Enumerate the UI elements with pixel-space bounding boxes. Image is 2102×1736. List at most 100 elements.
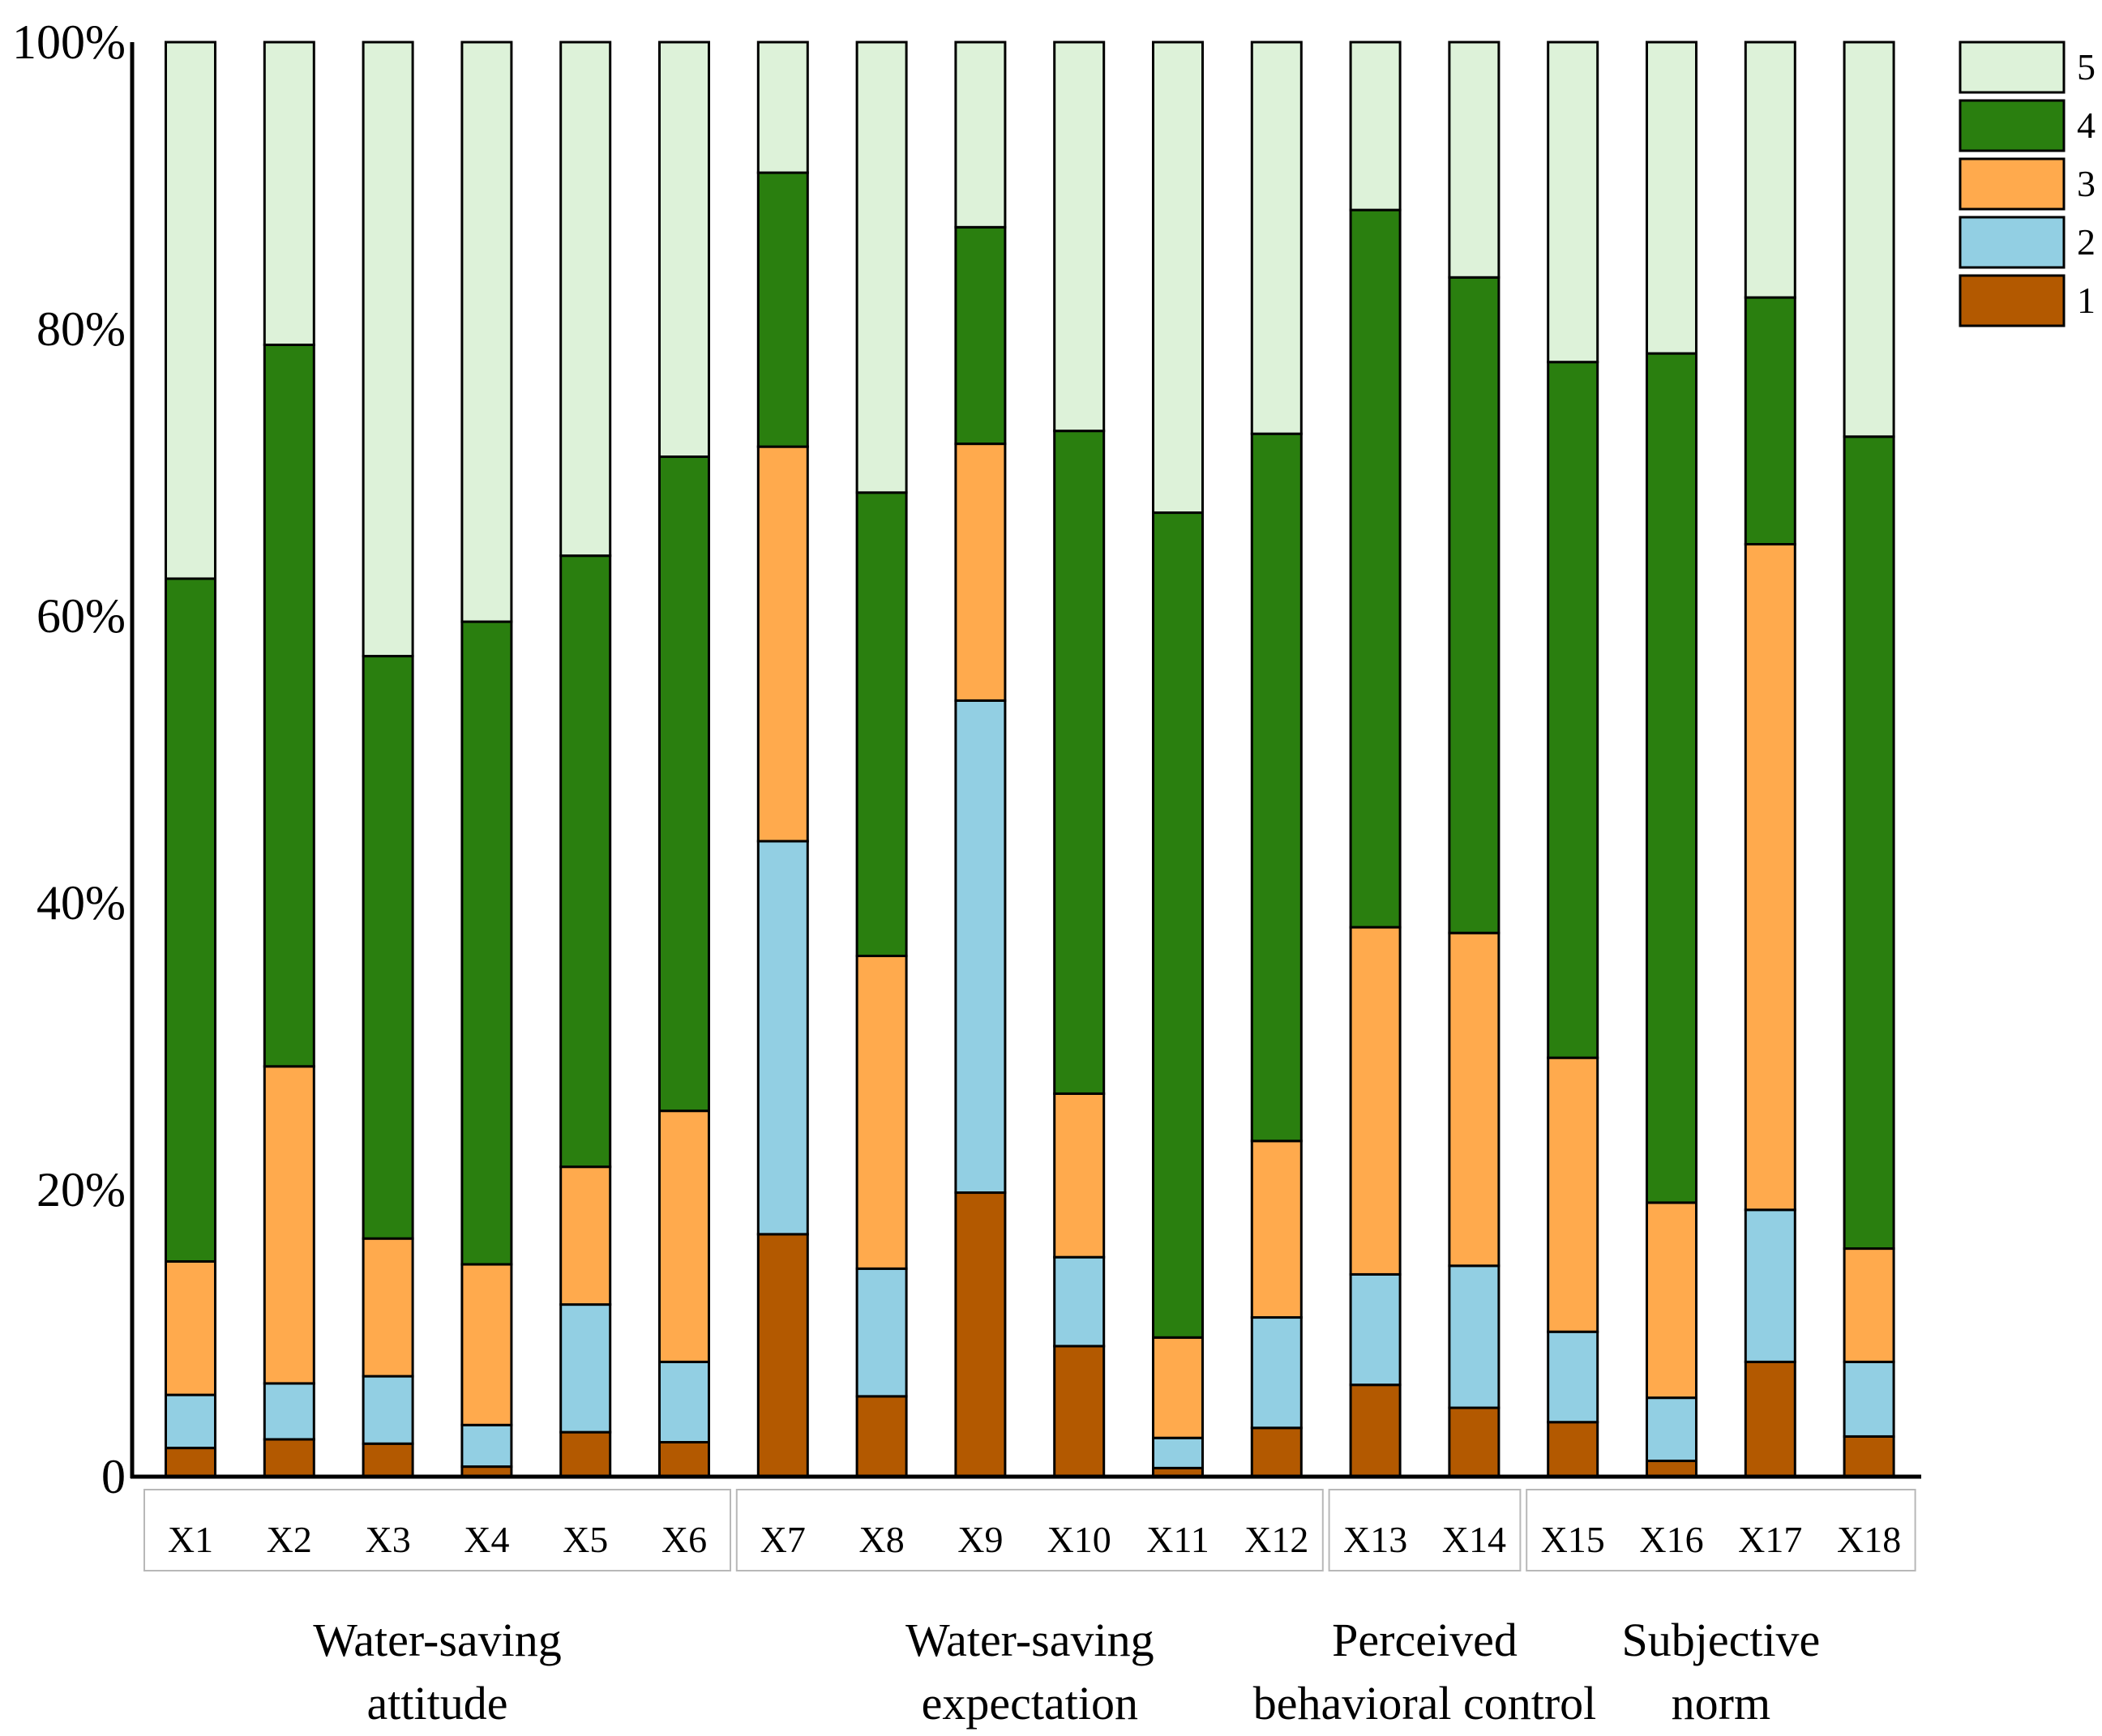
category-group-box [1328,1489,1522,1571]
x-tick-label: X1 [168,1519,213,1560]
bar-segment-x7-level-1 [756,1233,809,1478]
bar-segment-x11-level-3 [1152,1336,1204,1439]
x-tick-label: X6 [661,1519,707,1560]
bar-segment-x6-level-1 [658,1441,710,1478]
bar-segment-x14-level-2 [1448,1264,1501,1409]
bar-segment-x14-level-4 [1448,276,1501,934]
bar-segment-x13-level-3 [1349,926,1402,1276]
bar-segment-x2-level-2 [263,1382,315,1441]
group-label-line: expectation [922,1677,1138,1730]
bar-segment-x18-level-1 [1843,1435,1895,1478]
bar-segment-x13-level-4 [1349,208,1402,929]
legend-swatch-4 [1959,99,2066,152]
bar-segment-x12-level-2 [1250,1316,1303,1430]
group-label-line: attitude [367,1677,508,1730]
bar-segment-x5-level-5 [559,41,612,558]
y-tick-label: 40% [36,876,126,930]
bar-segment-x5-level-4 [559,554,612,1169]
bar-segment-x4-level-4 [460,620,513,1266]
legend-label: 4 [2077,105,2096,146]
bar-segment-x6-level-5 [658,41,710,459]
category-boxes [143,1489,1916,1571]
bar-segment-x10-level-3 [1053,1092,1106,1259]
bar-segment-x2-level-3 [263,1065,315,1385]
bar-segment-x10-level-4 [1053,430,1106,1095]
bar-segment-x17-level-5 [1744,41,1796,299]
x-tick-label: X2 [267,1519,312,1560]
bar-segment-x9-level-5 [954,41,1007,229]
bar-segment-x3-level-2 [362,1375,414,1445]
category-group-box [735,1489,1324,1571]
bar-segment-x1-level-5 [165,41,216,580]
bar-segment-x18-level-2 [1843,1360,1895,1438]
legend-label: 5 [2077,46,2096,88]
x-tick-label: X12 [1244,1519,1308,1560]
bar-segment-x4-level-5 [460,41,513,623]
x-tick-label: X14 [1442,1519,1506,1560]
bar-segment-x18-level-5 [1843,41,1895,438]
bar-segment-x2-level-5 [263,41,315,346]
bar-segment-x12-level-1 [1250,1426,1303,1478]
bar-segment-x7-level-4 [756,171,809,448]
bar-segment-x8-level-1 [855,1395,908,1478]
bar-segment-x10-level-2 [1053,1255,1106,1348]
bar-segment-x6-level-3 [658,1110,710,1363]
bar-segment-x12-level-4 [1250,432,1303,1143]
x-tick-label: X11 [1146,1519,1209,1560]
bar-segment-x13-level-5 [1349,41,1402,212]
bar-segment-x17-level-2 [1744,1208,1796,1363]
bar-segment-x1-level-4 [165,577,216,1263]
bar-segment-x10-level-1 [1053,1345,1106,1478]
bar-segment-x17-level-3 [1744,543,1796,1212]
group-label-line: norm [1672,1677,1770,1730]
legend-swatch-2 [1959,216,2066,269]
y-tick-label: 60% [36,589,126,643]
bar-segment-x4-level-2 [460,1423,513,1469]
group-label-line: Subjective [1621,1614,1820,1666]
bar-segment-x10-level-5 [1053,41,1106,433]
legend-swatch-3 [1959,157,2066,211]
y-tick-label: 80% [36,302,126,356]
bar-segment-x3-level-4 [362,655,414,1240]
bar-segment-x3-level-3 [362,1237,414,1378]
bar-segment-x11-level-2 [1152,1436,1204,1469]
bar-segment-x8-level-2 [855,1267,908,1398]
legend-label: 2 [2077,221,2096,263]
x-tick-label: X17 [1738,1519,1802,1560]
bar-segment-x15-level-5 [1547,41,1599,364]
bar-segment-x15-level-3 [1547,1056,1599,1333]
bar-segment-x16-level-5 [1646,41,1697,355]
legend-label: 3 [2077,163,2096,204]
group-label-line: behavioral control [1253,1677,1597,1730]
bar-segment-x17-level-1 [1744,1360,1796,1478]
x-tick-label: X8 [858,1519,904,1560]
x-tick-label: X15 [1541,1519,1605,1560]
bar-segment-x8-level-4 [855,491,908,957]
bar-segment-x16-level-4 [1646,352,1697,1204]
bar-segment-x16-level-2 [1646,1396,1697,1463]
legend-label: 1 [2077,280,2096,321]
group-label-line: Water-saving [313,1614,562,1666]
bar-segment-x14-level-5 [1448,41,1501,279]
y-tick-labels: 0 20% 40% 60% 80% 100% [12,15,126,1503]
bar-segment-x6-level-2 [658,1360,710,1444]
x-tick-label: X4 [464,1519,509,1560]
x-tick-labels: X1 X2 X3 X4 X5 X6 X7 X8 X9 X10 X11 X12 X13 X14 X15 X16 X… [168,1519,1901,1560]
group-labels: Water-saving attitude Water-saving expectat… [313,1614,1820,1730]
bar-segment-x18-level-4 [1843,435,1895,1251]
x-tick-label: X7 [760,1519,806,1560]
bar-segment-x8-level-3 [855,954,908,1270]
group-label-line: Water-saving [905,1614,1154,1666]
bar-segment-x11-level-5 [1152,41,1204,515]
bar-segment-x12-level-3 [1250,1140,1303,1319]
bar-segment-x5-level-3 [559,1165,612,1306]
x-tick-label: X18 [1837,1519,1901,1560]
bars-layer [165,41,1895,1478]
bar-segment-x7-level-5 [756,41,809,174]
group-label-line: Perceived [1332,1614,1518,1666]
bar-segment-x13-level-1 [1349,1383,1402,1478]
y-tick-label: 0 [101,1450,126,1503]
bar-segment-x3-level-5 [362,41,414,658]
bar-segment-x17-level-4 [1744,296,1796,545]
